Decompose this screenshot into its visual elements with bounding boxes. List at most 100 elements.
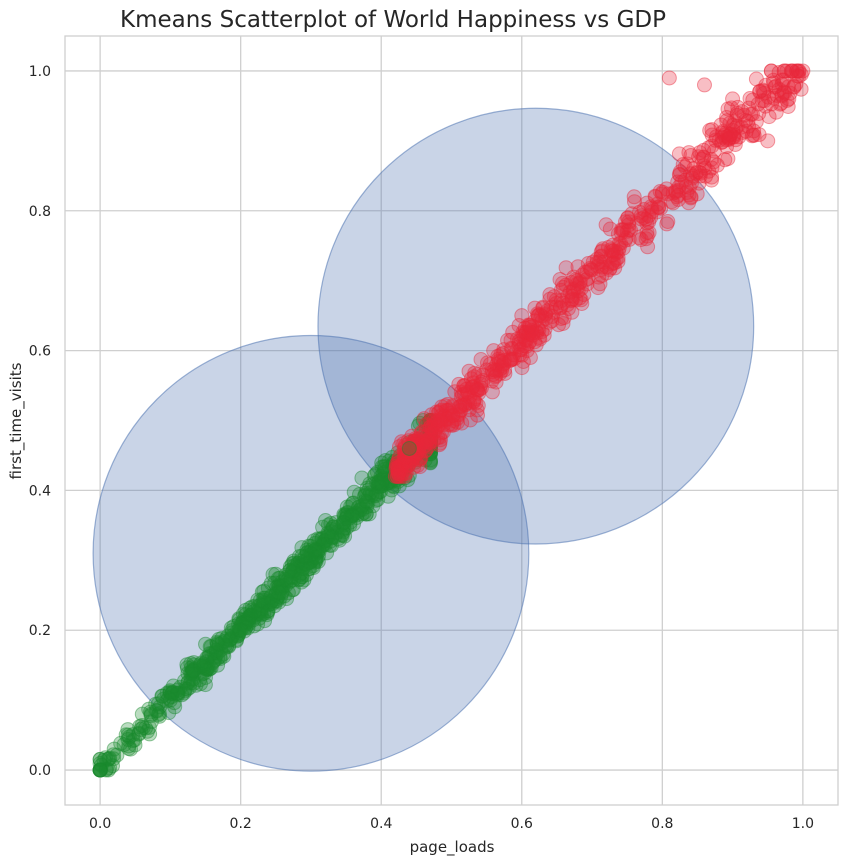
data-point	[782, 85, 798, 101]
data-point	[372, 473, 388, 489]
data-point	[252, 593, 268, 609]
data-point	[534, 308, 549, 324]
data-point	[407, 448, 423, 464]
data-point	[555, 275, 570, 291]
data-point	[397, 453, 413, 469]
data-point	[400, 457, 416, 473]
data-point	[719, 110, 735, 125]
data-point	[148, 696, 164, 712]
data-point	[681, 145, 697, 161]
data-point	[270, 571, 286, 586]
data-point	[493, 347, 509, 363]
data-point	[390, 468, 406, 484]
data-point	[729, 107, 745, 123]
data-point	[563, 293, 579, 309]
data-point	[602, 221, 618, 237]
data-point	[790, 68, 805, 84]
data-point	[518, 332, 534, 348]
data-point	[791, 63, 807, 79]
data-point	[591, 269, 607, 285]
data-point	[198, 636, 214, 652]
data-point	[406, 433, 422, 449]
data-point	[470, 381, 486, 397]
data-point	[352, 487, 367, 502]
data-point	[773, 95, 789, 111]
data-point	[92, 762, 108, 778]
data-point	[274, 580, 290, 596]
data-point	[381, 473, 397, 489]
data-point	[405, 438, 421, 453]
data-point	[543, 299, 559, 315]
data-point	[564, 291, 580, 307]
data-point	[150, 696, 166, 712]
data-point	[422, 433, 438, 449]
data-point	[320, 525, 336, 541]
data-point	[452, 402, 468, 418]
data-point	[106, 747, 121, 763]
data-point	[678, 179, 694, 195]
data-point	[391, 462, 406, 478]
data-point	[391, 449, 407, 465]
data-point	[422, 420, 438, 436]
data-point	[393, 468, 409, 484]
data-point	[422, 416, 438, 431]
data-point	[415, 413, 431, 428]
data-point	[233, 622, 249, 638]
data-point	[480, 355, 495, 371]
data-point	[422, 452, 438, 468]
data-point	[490, 348, 506, 364]
data-point	[109, 747, 125, 763]
data-point	[465, 378, 481, 394]
data-point	[580, 256, 596, 271]
data-point	[260, 605, 276, 620]
data-point	[231, 616, 247, 632]
data-point	[375, 466, 391, 482]
data-point	[422, 427, 438, 443]
data-point	[608, 251, 624, 267]
data-point	[294, 548, 310, 564]
data-point	[281, 574, 297, 590]
data-point	[711, 132, 727, 148]
data-point	[621, 231, 637, 247]
data-point	[649, 204, 665, 220]
data-point	[665, 195, 681, 211]
data-point	[229, 627, 245, 642]
data-point	[487, 362, 503, 378]
data-point	[783, 63, 799, 79]
data-point	[193, 658, 209, 674]
data-point	[322, 537, 338, 553]
data-point	[406, 440, 422, 456]
data-point	[736, 107, 752, 123]
data-point	[521, 326, 537, 341]
data-point	[629, 216, 645, 231]
data-point	[167, 699, 183, 715]
data-point	[92, 762, 108, 778]
data-point	[556, 310, 572, 326]
data-point	[715, 125, 730, 141]
data-point	[179, 681, 195, 697]
data-point	[558, 260, 574, 276]
data-point	[193, 655, 209, 671]
data-point	[641, 208, 657, 224]
data-point	[359, 494, 375, 510]
data-point	[544, 309, 560, 324]
data-point	[575, 267, 590, 283]
data-point	[223, 620, 239, 636]
data-point	[293, 565, 309, 581]
data-point	[210, 650, 226, 666]
data-point	[397, 470, 413, 486]
data-point	[639, 228, 655, 244]
data-point	[453, 384, 469, 400]
data-point	[181, 680, 197, 696]
data-point	[302, 555, 318, 571]
data-point	[422, 430, 438, 446]
data-point	[334, 527, 349, 543]
data-point	[449, 411, 465, 427]
data-point	[452, 403, 468, 419]
data-point	[685, 168, 701, 184]
data-point	[445, 408, 461, 424]
data-point	[668, 183, 684, 199]
data-point	[183, 656, 199, 672]
data-point	[345, 508, 360, 524]
data-point	[374, 472, 389, 488]
